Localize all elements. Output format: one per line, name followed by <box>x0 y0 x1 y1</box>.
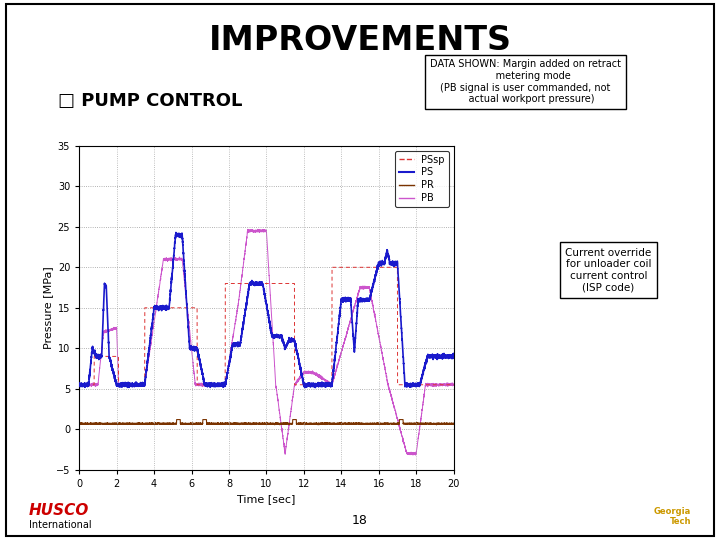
Text: DATA SHOWN: Margin added on retract
     metering mode
(PB signal is user comman: DATA SHOWN: Margin added on retract mete… <box>430 59 621 104</box>
Text: International: International <box>29 520 91 530</box>
Text: Georgia
Tech: Georgia Tech <box>654 507 691 526</box>
Legend: PSsp, PS, PR, PB: PSsp, PS, PR, PB <box>395 151 449 207</box>
Text: IMPROVEMENTS: IMPROVEMENTS <box>209 24 511 57</box>
Y-axis label: Pressure [MPa]: Pressure [MPa] <box>43 266 53 349</box>
Text: □ PUMP CONTROL: □ PUMP CONTROL <box>58 92 242 110</box>
Text: HUSCO: HUSCO <box>29 503 89 518</box>
Text: Current override
for unloader coil
current control
(ISP code): Current override for unloader coil curre… <box>565 248 652 292</box>
X-axis label: Time [sec]: Time [sec] <box>237 495 296 504</box>
Text: 18: 18 <box>352 514 368 526</box>
